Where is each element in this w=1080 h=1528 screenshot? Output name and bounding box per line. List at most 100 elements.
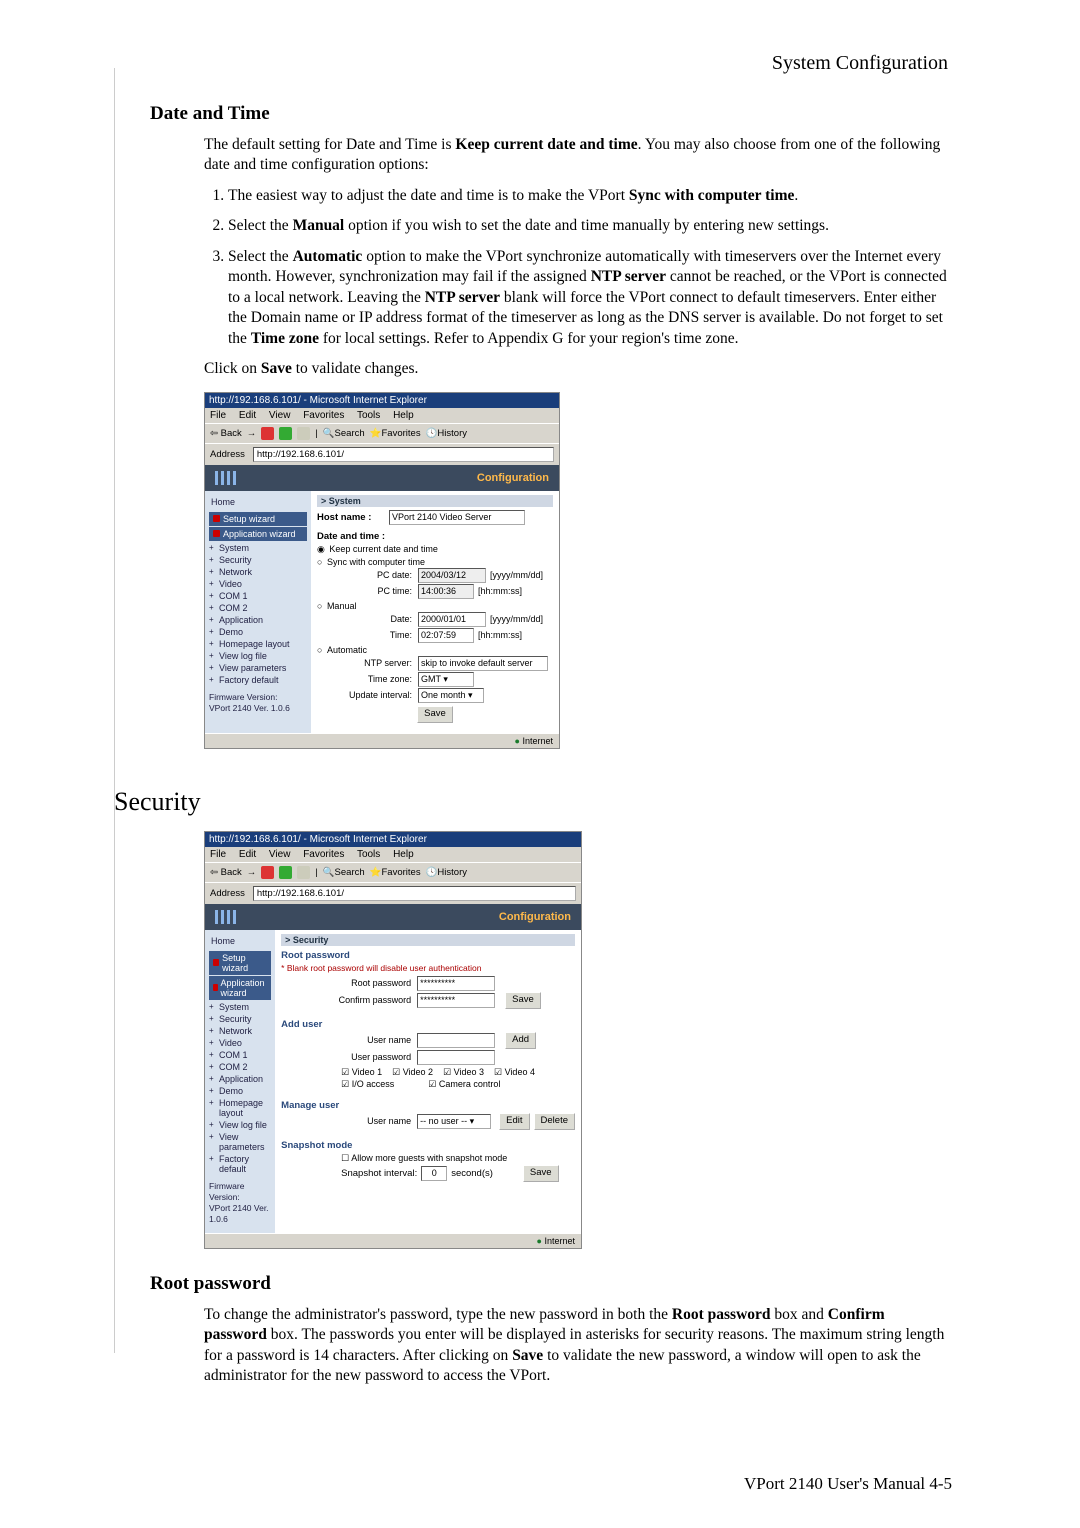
- user-name-input[interactable]: [417, 1033, 495, 1048]
- forward-button[interactable]: →: [247, 428, 257, 439]
- menu-tools[interactable]: Tools: [357, 410, 380, 421]
- pc-time-label: PC time:: [317, 586, 418, 596]
- ie-addressbar[interactable]: Address http://192.168.6.101/: [205, 882, 581, 904]
- radio-sync[interactable]: Sync with computer time: [317, 557, 553, 567]
- sidebar-application-wizard[interactable]: Application wizard: [209, 976, 271, 1000]
- time-zone-select[interactable]: GMT ▾: [418, 672, 474, 687]
- ie-toolbar[interactable]: ⇦ Back → | 🔍Search ⭐Favorites 🕓History: [205, 423, 559, 443]
- ntp-server-input[interactable]: skip to invoke default server: [418, 656, 548, 671]
- home-icon[interactable]: [297, 427, 310, 440]
- history-button[interactable]: 🕓History: [426, 428, 467, 439]
- sidebar-item-com1[interactable]: COM 1: [209, 590, 307, 602]
- refresh-icon[interactable]: [279, 427, 292, 440]
- edit-user-button[interactable]: Edit: [499, 1113, 529, 1130]
- menu-edit[interactable]: Edit: [239, 849, 256, 860]
- update-interval-select[interactable]: One month ▾: [418, 688, 484, 703]
- sidebar-item-demo[interactable]: Demo: [209, 626, 307, 638]
- sidebar-item-view-log[interactable]: View log file: [209, 650, 307, 662]
- sidebar-item-security[interactable]: Security: [209, 1013, 271, 1025]
- host-name-input[interactable]: VPort 2140 Video Server: [389, 510, 525, 525]
- search-button[interactable]: 🔍Search: [323, 428, 365, 439]
- status-internet: Internet: [537, 1236, 575, 1246]
- sidebar-home[interactable]: Home: [209, 495, 307, 511]
- sidebar-item-security[interactable]: Security: [209, 554, 307, 566]
- radio-manual[interactable]: Manual: [317, 601, 553, 611]
- address-field[interactable]: http://192.168.6.101/: [253, 886, 576, 901]
- sidebar-item-video[interactable]: Video: [209, 1037, 271, 1049]
- menu-favorites[interactable]: Favorites: [303, 849, 344, 860]
- sidebar-item-view-parameters[interactable]: View parameters: [209, 662, 307, 674]
- check-io-access[interactable]: I/O access: [341, 1079, 394, 1090]
- check-video4[interactable]: Video 4: [494, 1067, 535, 1078]
- sidebar-item-system[interactable]: System: [209, 542, 307, 554]
- menu-file[interactable]: File: [210, 849, 226, 860]
- root-save-button[interactable]: Save: [505, 992, 541, 1009]
- sidebar-item-video[interactable]: Video: [209, 578, 307, 590]
- back-button[interactable]: ⇦ Back: [210, 867, 242, 878]
- menu-view[interactable]: View: [269, 410, 291, 421]
- stop-icon[interactable]: [261, 866, 274, 879]
- history-button[interactable]: 🕓History: [426, 867, 467, 878]
- dt-list: The easiest way to adjust the date and t…: [204, 186, 948, 349]
- check-snapshot-allow[interactable]: Allow more guests with snapshot mode: [341, 1153, 507, 1164]
- sidebar-item-application[interactable]: Application: [209, 1073, 271, 1085]
- ie-addressbar[interactable]: Address http://192.168.6.101/: [205, 443, 559, 465]
- ie-menubar[interactable]: File Edit View Favorites Tools Help: [205, 408, 559, 423]
- stop-icon[interactable]: [261, 427, 274, 440]
- sidebar-item-view-parameters[interactable]: View parameters: [209, 1131, 271, 1153]
- sidebar-item-demo[interactable]: Demo: [209, 1085, 271, 1097]
- snapshot-interval-input[interactable]: 0: [421, 1166, 447, 1181]
- ie-toolbar[interactable]: ⇦ Back → | 🔍Search ⭐Favorites 🕓History: [205, 862, 581, 882]
- ie-menubar[interactable]: File Edit View Favorites Tools Help: [205, 847, 581, 862]
- manage-user-select[interactable]: -- no user -- ▾: [417, 1114, 491, 1129]
- sidebar-item-homepage-layout[interactable]: Homepage layout: [209, 638, 307, 650]
- confirm-password-input[interactable]: **********: [417, 993, 495, 1008]
- search-button[interactable]: 🔍Search: [323, 867, 365, 878]
- favorites-button[interactable]: ⭐Favorites: [370, 867, 421, 878]
- sidebar-application-wizard[interactable]: Application wizard: [209, 527, 307, 541]
- sidebar-item-com2[interactable]: COM 2: [209, 1061, 271, 1073]
- sidebar-setup-wizard[interactable]: Setup wizard: [209, 512, 307, 526]
- menu-help[interactable]: Help: [393, 849, 414, 860]
- menu-view[interactable]: View: [269, 849, 291, 860]
- sidebar-item-com2[interactable]: COM 2: [209, 602, 307, 614]
- sidebar-item-system[interactable]: System: [209, 1001, 271, 1013]
- sidebar-item-com1[interactable]: COM 1: [209, 1049, 271, 1061]
- sidebar-home[interactable]: Home: [209, 934, 271, 950]
- favorites-button[interactable]: ⭐Favorites: [370, 428, 421, 439]
- sidebar-item-view-log[interactable]: View log file: [209, 1119, 271, 1131]
- dt-click-save: Click on Save to validate changes.: [204, 359, 948, 379]
- sidebar-item-factory-default[interactable]: Factory default: [209, 1153, 271, 1175]
- manual-date-input[interactable]: 2000/01/01: [418, 612, 486, 627]
- save-button[interactable]: Save: [417, 706, 453, 723]
- sidebar-item-application[interactable]: Application: [209, 614, 307, 626]
- sidebar-item-network[interactable]: Network: [209, 1025, 271, 1037]
- check-camera-control[interactable]: Camera control: [428, 1079, 500, 1090]
- menu-tools[interactable]: Tools: [357, 849, 380, 860]
- root-password-input[interactable]: **********: [417, 976, 495, 991]
- add-user-button[interactable]: Add: [505, 1032, 536, 1049]
- menu-favorites[interactable]: Favorites: [303, 410, 344, 421]
- snapshot-mode-header: Snapshot mode: [281, 1140, 575, 1151]
- sidebar-item-homepage-layout[interactable]: Homepage layout: [209, 1097, 271, 1119]
- check-video2[interactable]: Video 2: [392, 1067, 433, 1078]
- snapshot-save-button[interactable]: Save: [523, 1165, 559, 1182]
- home-icon[interactable]: [297, 866, 310, 879]
- back-button[interactable]: ⇦ Back: [210, 428, 242, 439]
- check-video3[interactable]: Video 3: [443, 1067, 484, 1078]
- forward-button[interactable]: →: [247, 867, 257, 878]
- manual-time-input[interactable]: 02:07:59: [418, 628, 474, 643]
- refresh-icon[interactable]: [279, 866, 292, 879]
- address-field[interactable]: http://192.168.6.101/: [253, 447, 554, 462]
- sidebar-item-factory-default[interactable]: Factory default: [209, 674, 307, 686]
- sidebar-item-network[interactable]: Network: [209, 566, 307, 578]
- delete-user-button[interactable]: Delete: [534, 1113, 575, 1130]
- radio-automatic[interactable]: Automatic: [317, 645, 553, 655]
- menu-edit[interactable]: Edit: [239, 410, 256, 421]
- menu-help[interactable]: Help: [393, 410, 414, 421]
- radio-keep-current[interactable]: Keep current date and time: [317, 544, 553, 555]
- check-video1[interactable]: Video 1: [341, 1067, 382, 1078]
- sidebar-setup-wizard[interactable]: Setup wizard: [209, 951, 271, 975]
- menu-file[interactable]: File: [210, 410, 226, 421]
- user-password-input[interactable]: [417, 1050, 495, 1065]
